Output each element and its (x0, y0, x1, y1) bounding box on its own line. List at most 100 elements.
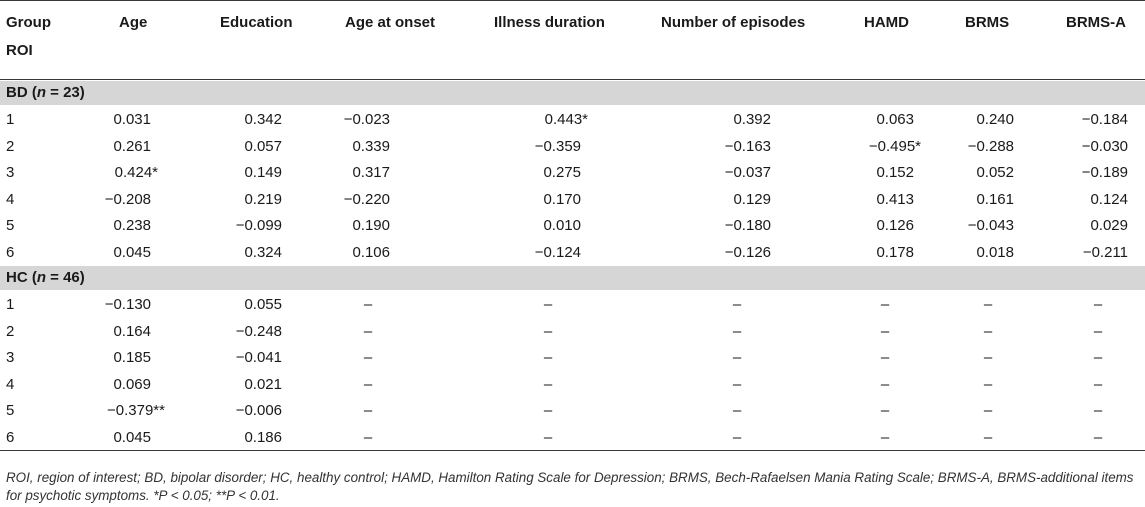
group-band: HC (n = 46) (0, 266, 1145, 290)
table-footnote: ROI, region of interest; BD, bipolar dis… (6, 470, 1134, 503)
value-cell: – (732, 349, 742, 366)
roi-cell: 1 (6, 111, 15, 128)
header-education: Education (220, 14, 293, 31)
table-row: 1 0.031 0.342 −0.023 0.443* 0.392 0.063 0.240 −0… (0, 107, 1145, 134)
table-row: 6 0.045 0.324 0.106 −0.124 −0.126 0.178 0.018 −0… (0, 240, 1145, 267)
value-cell: −0.099 (235, 217, 282, 234)
value-cell: – (1093, 322, 1103, 340)
roi-cell: 2 (6, 322, 15, 340)
value-cell: 0.149 (244, 164, 282, 181)
roi-cell: 4 (6, 375, 15, 393)
value-cell: – (1093, 428, 1103, 446)
value-cell: −0.495* (868, 137, 921, 155)
value-cell: – (1093, 349, 1103, 366)
roi-cell: 3 (6, 349, 15, 366)
value-cell: – (732, 428, 742, 446)
header-age: Age (119, 14, 148, 31)
value-cell: −0.130 (104, 296, 151, 313)
value-cell: – (1093, 402, 1103, 419)
value-cell: – (983, 375, 993, 393)
value-cell: 0.190 (352, 217, 390, 234)
value-cell: 0.010 (543, 217, 581, 234)
table-row: 2 0.164 −0.248 – – – – – – (0, 319, 1145, 346)
value-cell: – (543, 428, 553, 446)
value-cell: −0.184 (1081, 111, 1128, 128)
bottom-rule (0, 450, 1145, 451)
value-cell: 0.324 (244, 243, 282, 261)
value-cell: −0.041 (235, 349, 282, 366)
value-cell: −0.126 (724, 243, 771, 261)
header-brmsa: BRMS-A (1066, 14, 1126, 31)
value-cell: – (543, 402, 553, 419)
value-cell: 0.018 (976, 243, 1014, 261)
table-row: 3 0.424* 0.149 0.317 0.275 −0.037 0.152 0.052 −0… (0, 160, 1145, 187)
value-cell: 0.129 (733, 190, 771, 208)
value-cell: – (543, 322, 553, 340)
header-age-onset: Age at onset (345, 14, 436, 31)
header-group: Group (6, 14, 51, 31)
value-cell: −0.006 (235, 402, 282, 419)
roi-cell: 5 (6, 217, 15, 234)
value-cell: 0.170 (543, 190, 581, 208)
value-cell: 0.126 (876, 217, 914, 234)
value-cell: −0.379** (107, 402, 165, 419)
top-rule (0, 0, 1145, 1)
group-band: BD (n = 23) (0, 81, 1145, 105)
value-cell: – (732, 322, 742, 340)
value-cell: 0.219 (244, 190, 282, 208)
value-cell: 0.161 (976, 190, 1014, 208)
value-cell: −0.208 (104, 190, 151, 208)
value-cell: 0.238 (113, 217, 151, 234)
value-cell: 0.392 (733, 111, 771, 128)
value-cell: −0.211 (1082, 243, 1128, 261)
value-cell: 0.424* (114, 164, 158, 181)
roi-cell: 6 (6, 428, 15, 446)
value-cell: 0.055 (244, 296, 282, 313)
header-rule (0, 79, 1145, 80)
value-cell: – (983, 349, 993, 366)
value-cell: −0.023 (343, 111, 390, 128)
value-cell: 0.031 (113, 111, 151, 128)
value-cell: – (732, 402, 742, 419)
value-cell: −0.163 (724, 137, 771, 155)
value-cell: – (732, 296, 742, 313)
value-cell: 0.021 (244, 375, 282, 393)
value-cell: 0.164 (113, 322, 151, 340)
value-cell: 0.275 (543, 164, 581, 181)
value-cell: 0.443* (544, 111, 588, 128)
value-cell: 0.261 (113, 137, 151, 155)
value-cell: – (880, 428, 890, 446)
value-cell: −0.288 (967, 137, 1014, 155)
value-cell: 0.178 (876, 243, 914, 261)
value-cell: 0.069 (113, 375, 151, 393)
value-cell: – (880, 375, 890, 393)
value-cell: 0.413 (876, 190, 914, 208)
value-cell: – (543, 349, 553, 366)
value-cell: 0.057 (244, 137, 282, 155)
group-label: BD (n = 23) (6, 84, 85, 101)
value-cell: 0.045 (113, 428, 151, 446)
value-cell: −0.043 (967, 217, 1014, 234)
value-cell: 0.240 (976, 111, 1014, 128)
value-cell: 0.045 (113, 243, 151, 261)
header-roi: ROI (6, 42, 33, 59)
value-cell: – (880, 402, 890, 419)
roi-cell: 2 (6, 137, 15, 155)
roi-cell: 4 (6, 190, 15, 208)
value-cell: – (1093, 296, 1103, 313)
value-cell: – (363, 402, 373, 419)
value-cell: – (363, 349, 373, 366)
value-cell: 0.029 (1090, 217, 1128, 234)
table-row: 2 0.261 0.057 0.339 −0.359 −0.163 −0.495* −0.28… (0, 134, 1145, 161)
table-row: 5 0.238 −0.099 0.190 0.010 −0.180 0.126 −0.043 0… (0, 213, 1145, 240)
value-cell: – (983, 322, 993, 340)
roi-cell: 3 (6, 164, 15, 181)
roi-cell: 5 (6, 402, 15, 419)
table-row: 4 −0.208 0.219 −0.220 0.170 0.129 0.413 0.161 0.… (0, 187, 1145, 214)
value-cell: 0.063 (876, 111, 914, 128)
header-illness-duration: Illness duration (494, 14, 605, 31)
header-episodes: Number of episodes (661, 14, 806, 31)
table-row: 3 0.185 −0.041 – – – – – – (0, 345, 1145, 372)
value-cell: 0.152 (876, 164, 914, 181)
value-cell: 0.124 (1090, 190, 1128, 208)
